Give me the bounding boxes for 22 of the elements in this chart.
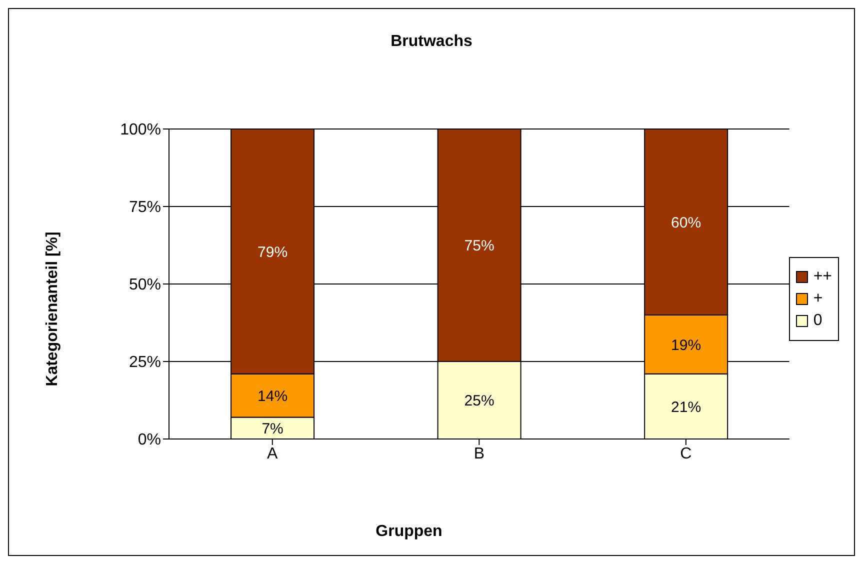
data-label: 21% [671,398,702,416]
legend-label: 0 [813,312,822,330]
x-tick-label: C [680,445,692,462]
chart-title: Brutwachs [390,33,474,51]
data-label: 79% [258,244,288,261]
data-label: 60% [671,214,702,232]
x-tick-label: A [267,445,278,462]
y-tick-label: 25% [128,354,161,372]
y-tick-label: 100% [120,122,161,139]
x-axis-title: Gruppen [374,523,444,541]
y-tick-label: 50% [128,276,161,294]
data-label: 25% [464,392,494,410]
legend-label: ++ [813,268,832,286]
y-tick-label: 75% [128,199,161,216]
data-label: 19% [671,336,702,354]
data-label: 14% [258,388,288,405]
y-tick-label: 0% [138,432,161,449]
legend-label: + [813,290,823,308]
data-label: 7% [262,420,284,438]
x-tick-label: B [474,445,484,462]
data-label: 75% [464,238,494,255]
y-axis-title: Kategorienanteil [%] [44,232,62,386]
